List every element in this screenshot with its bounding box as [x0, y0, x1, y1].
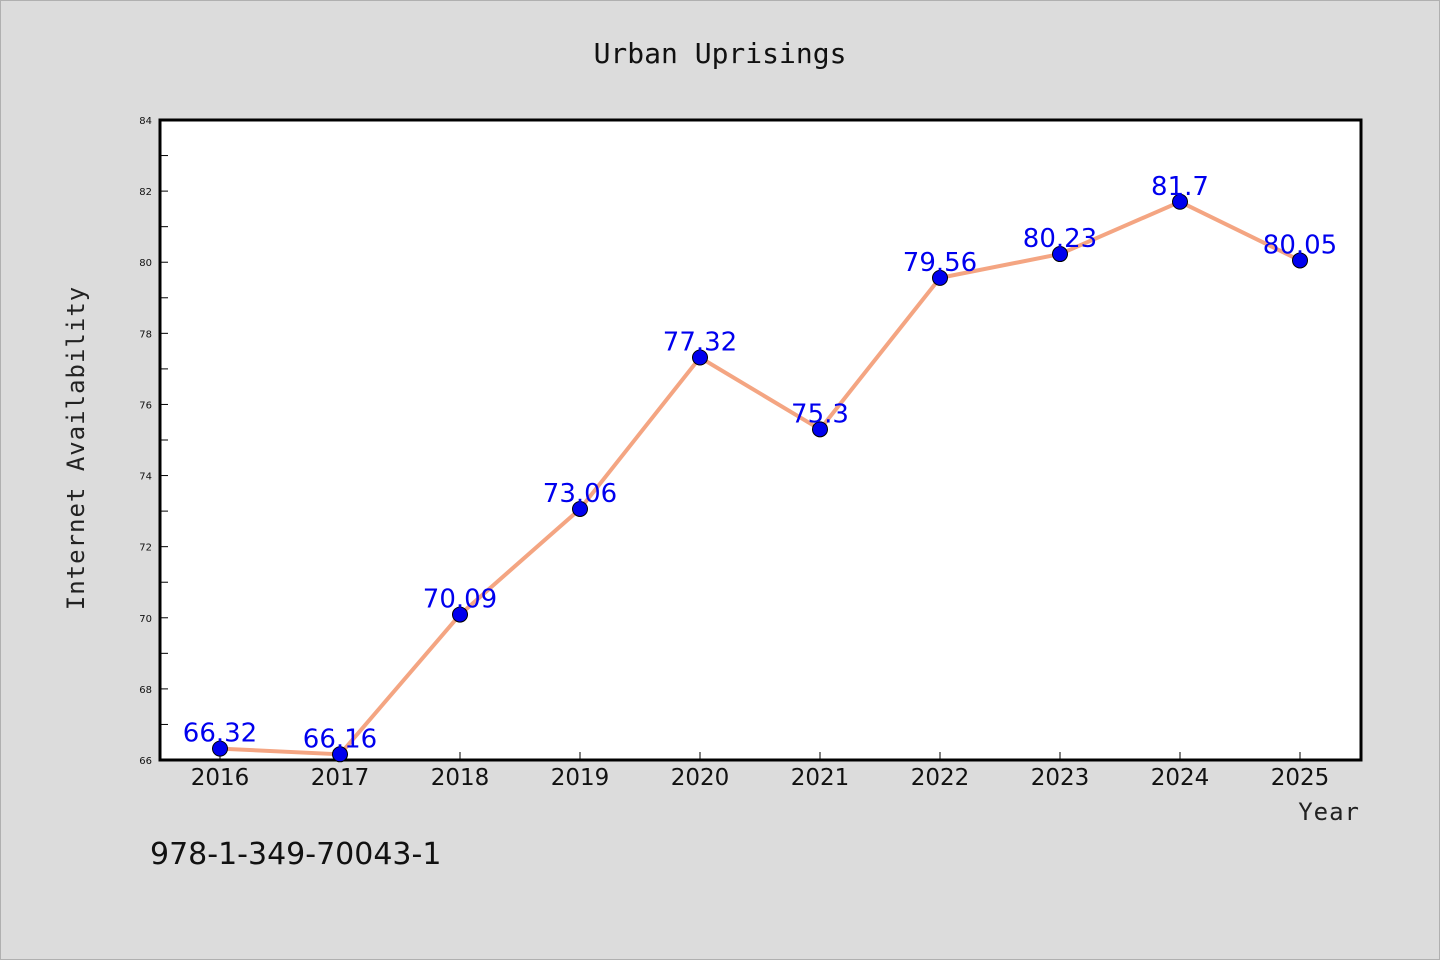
- y-tick-label: 76: [139, 400, 152, 411]
- y-tick-label: 68: [139, 685, 152, 696]
- y-tick-label: 66: [139, 756, 152, 767]
- y-axis-label: Internet Availability: [62, 286, 90, 610]
- x-tick-label: 2021: [791, 765, 850, 791]
- data-label: 80.23: [1023, 224, 1097, 254]
- x-tick-label: 2019: [551, 765, 610, 791]
- x-tick-label: 2023: [1031, 765, 1090, 791]
- x-tick-label: 2022: [911, 765, 970, 791]
- footer-code: 978-1-349-70043-1: [150, 837, 441, 872]
- data-label: 81.7: [1151, 172, 1209, 202]
- data-label: 70.09: [423, 585, 497, 615]
- y-tick-label: 74: [139, 472, 152, 483]
- y-axis: 66 68 70 72 74 76 78 80 82 84: [139, 116, 168, 767]
- data-labels-group: 66.32 66.16 70.09 73.06 77.32 75.3 79.56 80.23 8…: [183, 172, 1337, 755]
- data-point: [812, 421, 828, 438]
- x-tick-label: 2024: [1151, 765, 1210, 791]
- data-point: [1052, 246, 1068, 263]
- y-tick-label: 82: [139, 187, 152, 198]
- data-label: 79.56: [903, 248, 977, 278]
- data-point: [452, 606, 468, 623]
- data-point: [1292, 252, 1308, 269]
- data-point: [932, 269, 948, 286]
- y-tick-label: 78: [139, 329, 152, 340]
- data-label: 75.3: [791, 399, 849, 429]
- data-point: [1172, 193, 1188, 210]
- data-label: 66.32: [183, 719, 257, 749]
- data-label: 77.32: [663, 328, 737, 358]
- data-point: [212, 740, 228, 757]
- markers-group: [212, 193, 1308, 763]
- x-tick-label: 2017: [311, 765, 370, 791]
- y-tick-label: 70: [139, 614, 152, 625]
- y-tick-label: 72: [139, 543, 152, 554]
- x-tick-label: 2018: [431, 765, 490, 791]
- y-tick-label: 84: [139, 116, 152, 127]
- series-line-group: [219, 199, 1301, 757]
- data-point: [692, 349, 708, 366]
- data-point: [572, 500, 588, 517]
- x-tick-label: 2025: [1271, 765, 1330, 791]
- data-label: 73.06: [543, 479, 617, 509]
- data-label: 80.05: [1263, 230, 1337, 260]
- data-point: [332, 746, 348, 763]
- data-label: 66.16: [303, 724, 377, 754]
- y-tick-label: 80: [139, 258, 152, 269]
- chart-title: Urban Uprisings: [594, 37, 847, 70]
- x-tick-label: 2020: [671, 765, 730, 791]
- x-axis-label: Year: [1298, 798, 1360, 826]
- x-tick-label: 2016: [191, 765, 250, 791]
- x-axis: 2016 2017 2018 2019 2020 2021 2022 2023 2024 2025: [191, 752, 1330, 791]
- series-line: [219, 199, 1301, 757]
- plot-area: [158, 118, 1363, 762]
